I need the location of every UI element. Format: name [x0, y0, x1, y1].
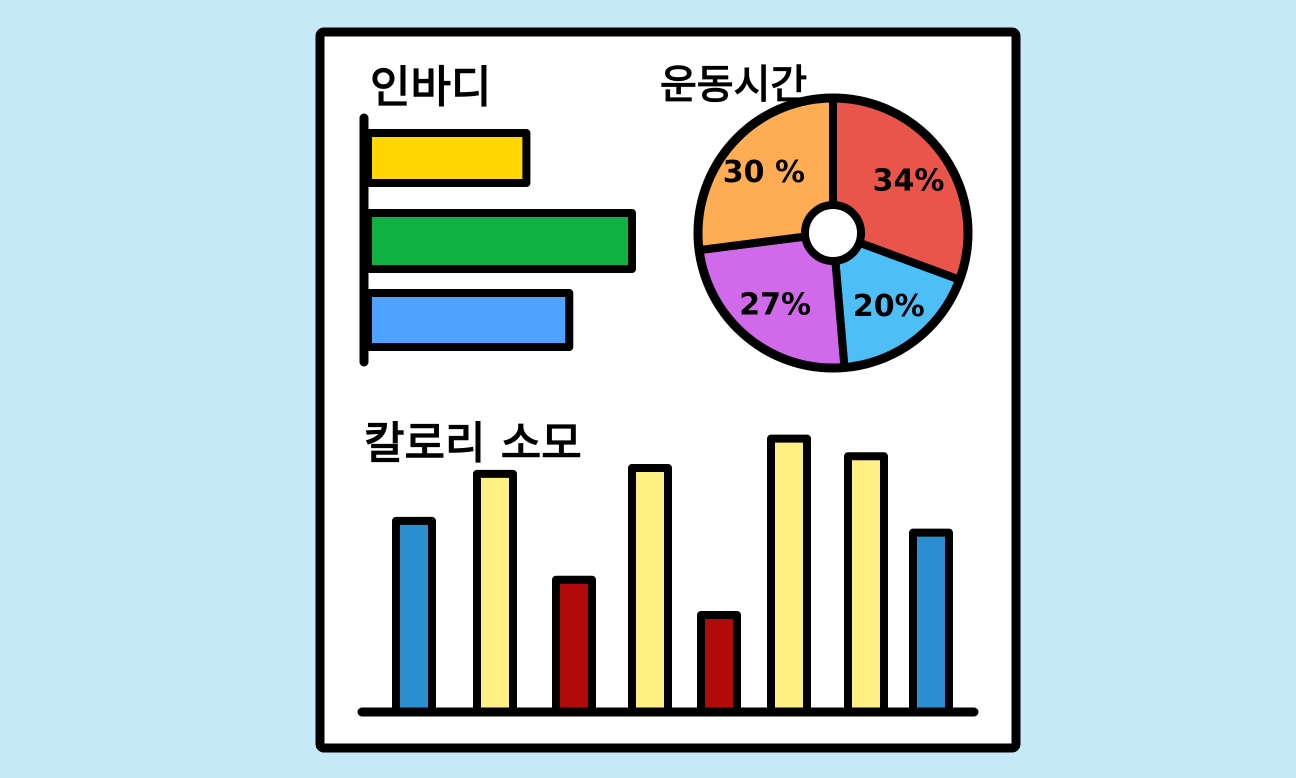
pie-outline [693, 93, 973, 373]
exercise-time-chart: 운동시간 34% 20% 27% 30 % [660, 62, 973, 373]
calorie-bar-7 [844, 452, 888, 716]
calories-bars [392, 434, 953, 717]
exercise-time-slices [693, 93, 973, 373]
exercise-time-labels: 34% 20% 27% 30 % [723, 155, 945, 324]
inbody-bar-3 [364, 289, 574, 351]
calories-title: 칼로리 소모 [364, 418, 582, 469]
calorie-bar-3 [552, 575, 596, 717]
inbody-chart: 인바디 [359, 62, 636, 367]
pie-label-4: 30 % [723, 155, 805, 190]
exercise-time-title: 운동시간 [660, 62, 807, 108]
pie-label-2: 20% [853, 289, 925, 324]
inbody-bars [364, 129, 636, 351]
calories-chart: 칼로리 소모 [357, 418, 979, 717]
calorie-bar-8 [909, 528, 953, 716]
pie-label-1: 34% [873, 163, 945, 198]
calorie-bar-2 [473, 469, 517, 716]
calorie-bar-4 [628, 463, 672, 717]
inbody-bar-2 [364, 209, 636, 273]
calorie-bar-1 [392, 516, 436, 717]
pie-label-3: 27% [739, 288, 811, 323]
calorie-bar-6 [767, 434, 811, 716]
inbody-bar-1 [364, 129, 531, 187]
donut-hole [801, 201, 865, 265]
inbody-title: 인바디 [370, 62, 491, 113]
calorie-bar-5 [697, 610, 741, 716]
